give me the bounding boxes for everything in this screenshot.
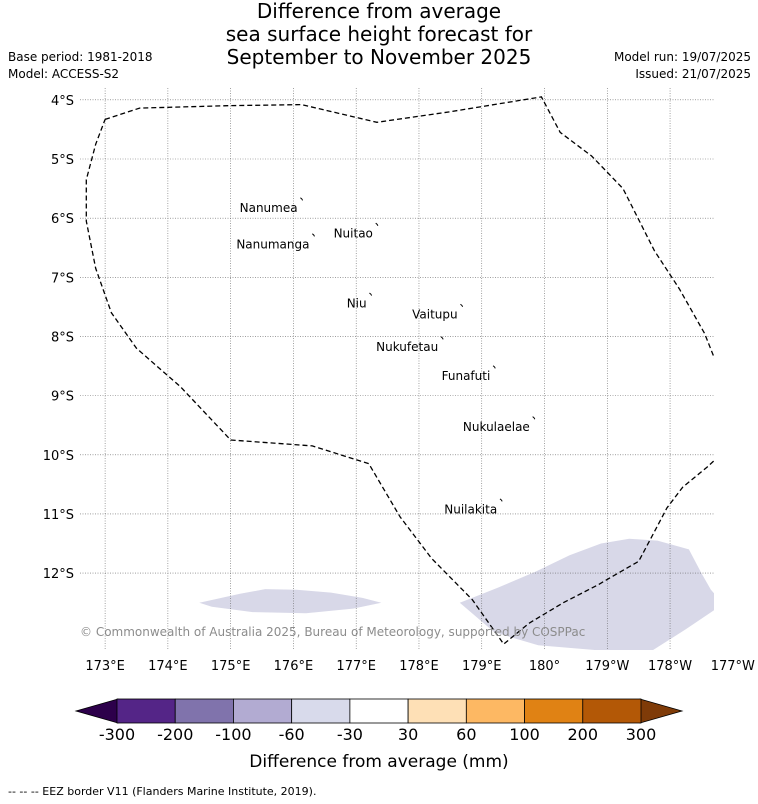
- anomaly-region-2: [459, 538, 714, 650]
- colorbar-tick-label: -200: [157, 725, 193, 744]
- colorbar-tick-label: 60: [456, 725, 476, 744]
- anomaly-layer: [199, 538, 714, 650]
- colorbar-tick-label: -30: [337, 725, 363, 744]
- island-shape: [532, 416, 536, 420]
- island-label: Nanumanga: [236, 237, 309, 251]
- model-name: Model: ACCESS-S2: [8, 67, 120, 81]
- colorbar-segment: [116, 698, 176, 724]
- island-nanumanga: Nanumanga: [236, 233, 315, 251]
- base-period: Base period: 1981-2018: [8, 50, 153, 64]
- lon-tick-label: 176°E: [274, 659, 314, 674]
- copyright-notice: © Commonwealth of Australia 2025, Bureau…: [80, 625, 585, 639]
- lon-tick-label: 177°W: [711, 659, 755, 674]
- colorbar-ticks: -300 -200 -100 -60 -30 30 60 100 200 300: [99, 725, 656, 744]
- island-shape: [369, 292, 373, 296]
- lon-tick-label: 178°W: [648, 659, 692, 674]
- island-shape: [492, 365, 496, 369]
- colorbar-segment: [582, 698, 642, 724]
- model-run: Model run: 19/07/2025: [613, 50, 751, 64]
- lat-tick-label: 6°S: [51, 212, 74, 227]
- island-niu: Niu: [347, 292, 373, 310]
- longitude-ticks: 173°E 174°E 175°E 176°E 177°E 178°E 179°E 180° 1…: [85, 659, 755, 674]
- island-funafuti: Funafuti: [442, 365, 496, 383]
- colorbar-tick-label: 100: [509, 725, 540, 744]
- lat-tick-label: 11°S: [43, 508, 74, 523]
- island-vaitupu: Vaitupu: [412, 303, 464, 322]
- colorbar-tick-label: -300: [99, 725, 135, 744]
- island-labels: Nanumea Nuitao Nanumanga Niu Vaitupu Nukufeta…: [236, 197, 536, 516]
- colorbar-label: Difference from average (mm): [249, 752, 508, 772]
- colorbar-over-extension: [639, 698, 684, 724]
- island-label: Funafuti: [442, 369, 491, 383]
- lon-tick-label: 174°E: [148, 659, 188, 674]
- lat-tick-label: 9°S: [51, 390, 74, 405]
- colorbar-segment: [465, 698, 525, 724]
- colorbar-segment: [233, 698, 293, 724]
- island-label: Vaitupu: [412, 308, 458, 322]
- colorbar-tick-label: 300: [626, 725, 657, 744]
- colorbar-segment: [174, 698, 234, 724]
- colorbar-tick-label: -60: [279, 725, 305, 744]
- lon-tick-label: 179°E: [462, 659, 502, 674]
- lon-tick-label: 178°E: [399, 659, 439, 674]
- island-label: Niu: [347, 296, 367, 310]
- colorbar-tick-label: -100: [215, 725, 251, 744]
- island-nukufetau: Nukufetau: [376, 336, 444, 354]
- island-label: Nuilakita: [444, 502, 497, 516]
- colorbar-segment: [407, 698, 467, 724]
- lon-tick-label: 175°E: [211, 659, 251, 674]
- issue-info: Model run: 19/07/2025 Issued: 21/07/2025: [614, 49, 751, 83]
- lat-tick-label: 7°S: [51, 271, 74, 286]
- island-shape: [300, 197, 304, 201]
- lat-tick-label: 5°S: [51, 153, 74, 168]
- island-label: Nanumea: [240, 201, 298, 215]
- latitude-ticks: 4°S 5°S 6°S 7°S 8°S 9°S 10°S 11°S 12°S: [43, 94, 74, 582]
- island-shape: [460, 303, 464, 308]
- lat-tick-label: 4°S: [51, 94, 74, 109]
- title-line-3: September to November 2025: [226, 45, 532, 69]
- colorbar-segment: [291, 698, 351, 724]
- title-line-2: sea surface height forecast for: [225, 22, 533, 46]
- base-period-info: Base period: 1981-2018 Model: ACCESS-S2: [8, 49, 153, 83]
- map: Nanumea Nuitao Nanumanga Niu Vaitupu Nukufeta…: [43, 88, 755, 674]
- anomaly-region-1: [199, 589, 382, 614]
- colorbar-tick-label: 30: [398, 725, 418, 744]
- lat-tick-label: 12°S: [43, 567, 74, 582]
- lon-tick-label: 173°E: [85, 659, 125, 674]
- island-nanumea: Nanumea: [240, 197, 304, 215]
- island-label: Nukulaelae: [463, 420, 530, 434]
- issued-date: Issued: 21/07/2025: [635, 67, 751, 81]
- island-nukulaelae: Nukulaelae: [463, 416, 536, 434]
- island-shape: [499, 498, 503, 502]
- colorbar-tick-label: 200: [568, 725, 599, 744]
- title-line-1: Difference from average: [256, 0, 502, 23]
- colorbar-segment: [524, 698, 584, 724]
- colorbar-under-extension: [74, 698, 119, 724]
- colorbar-segment: [349, 698, 409, 724]
- lon-tick-label: 177°E: [336, 659, 376, 674]
- island-shape: [311, 233, 315, 237]
- island-nuitao: Nuitao: [334, 222, 379, 241]
- colorbar-segments: [74, 698, 684, 724]
- island-label: Nuitao: [334, 227, 373, 241]
- island-label: Nukufetau: [376, 340, 438, 354]
- colorbar: -300 -200 -100 -60 -30 30 60 100 200 300 Differen…: [74, 698, 684, 772]
- gridlines: [80, 88, 714, 650]
- lon-tick-label: 179°W: [585, 659, 629, 674]
- lat-tick-label: 8°S: [51, 330, 74, 345]
- lat-tick-label: 10°S: [43, 449, 74, 464]
- island-shape: [375, 222, 379, 227]
- island-nuilakita: Nuilakita: [444, 498, 503, 516]
- island-shape: [440, 336, 444, 340]
- eez-legend-note: -- -- -- EEZ border V11 (Flanders Marine…: [8, 785, 317, 798]
- chart-title: Difference from average sea surface heig…: [0, 0, 758, 69]
- lon-tick-label: 180°: [529, 659, 560, 674]
